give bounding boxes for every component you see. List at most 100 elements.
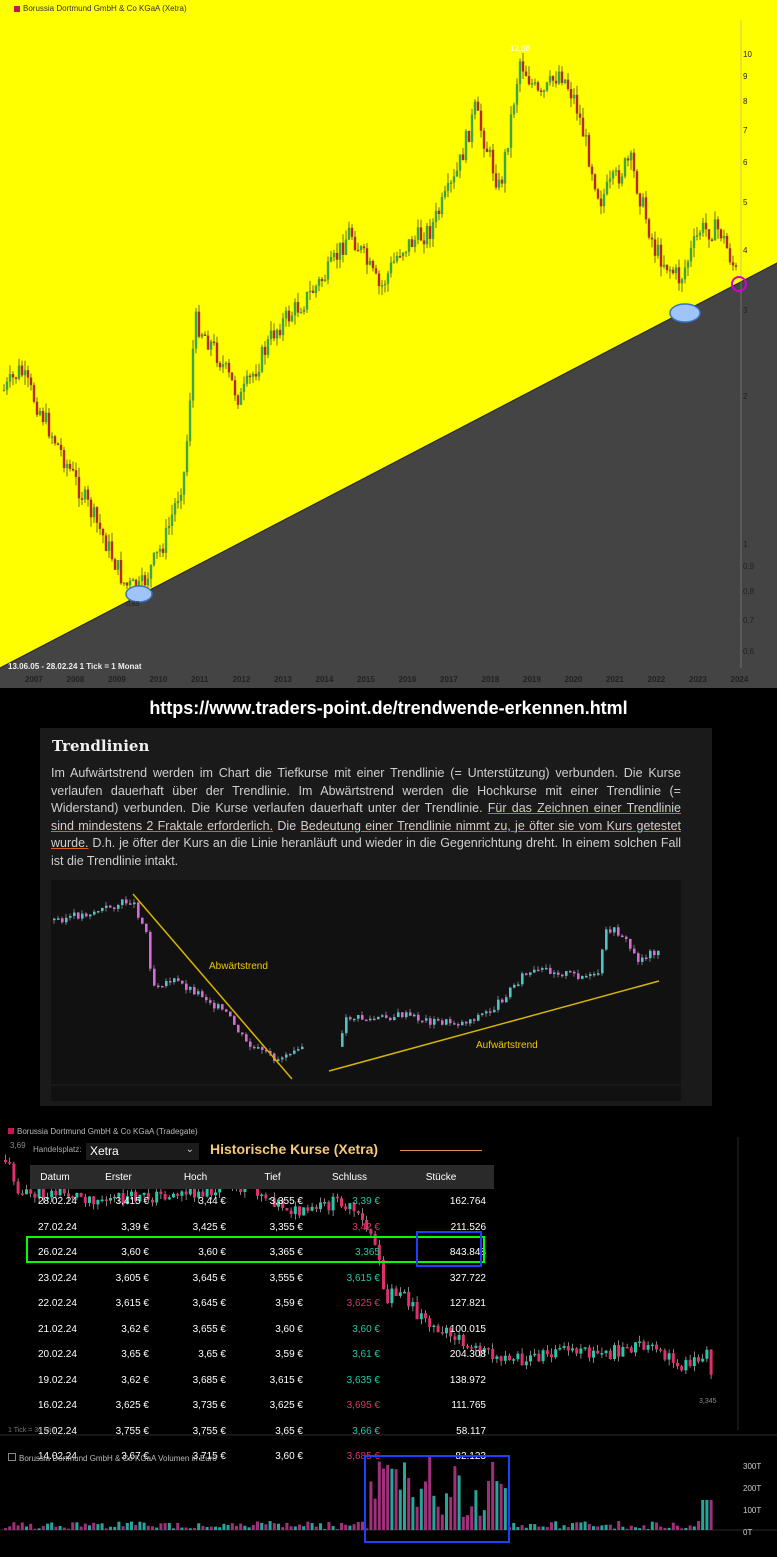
intraday-candle	[100, 1199, 104, 1202]
volume-bar	[709, 1500, 713, 1530]
candle-body	[125, 582, 129, 586]
candle-body	[230, 372, 234, 381]
table-cell: 3,61 €	[352, 1349, 380, 1361]
example-candle	[437, 1019, 440, 1021]
candle-body	[305, 291, 309, 310]
example-candle	[369, 1018, 372, 1021]
volume-bar	[667, 1527, 671, 1530]
example-candle	[657, 950, 660, 956]
intraday-candle	[277, 1199, 280, 1207]
candle-body	[548, 76, 552, 83]
example-candle	[349, 1017, 352, 1020]
volume-bar	[163, 1523, 167, 1530]
volume-bar	[193, 1528, 196, 1530]
intraday-candle	[8, 1162, 12, 1164]
column-header[interactable]: Schluss	[311, 1165, 388, 1189]
volume-bar	[306, 1521, 310, 1530]
column-header[interactable]: Tief	[234, 1165, 311, 1189]
example-candle	[189, 986, 192, 990]
candle-body	[62, 450, 66, 469]
example-candle	[453, 1023, 456, 1025]
volume-bar	[62, 1527, 66, 1530]
example-candle	[485, 1011, 488, 1014]
example-candle	[297, 1049, 300, 1051]
volume-bar	[310, 1523, 314, 1530]
intraday-candle	[663, 1350, 667, 1360]
example-candle	[193, 986, 196, 995]
intraday-candle	[415, 1302, 419, 1320]
candle-body	[239, 391, 243, 405]
intraday-candle	[348, 1203, 352, 1210]
intraday-candle	[151, 1199, 154, 1203]
table-row: 23.02.24 3,605 € 3,645 € 3,555 € 3,615 € 327.…	[30, 1266, 494, 1292]
candle-body	[206, 335, 210, 350]
intraday-canvas	[0, 1137, 777, 1531]
example-candle	[177, 978, 180, 981]
candle-body	[11, 374, 15, 378]
source-url[interactable]: https://www.traders-point.de/trendwende-…	[149, 698, 628, 718]
candle-body	[497, 179, 501, 188]
intraday-candle	[592, 1350, 595, 1358]
intraday-candle	[289, 1210, 293, 1215]
intraday-candle	[12, 1163, 16, 1182]
intraday-candle	[499, 1356, 503, 1361]
example-candle	[469, 1019, 472, 1024]
intraday-candle	[142, 1192, 146, 1195]
candle-body	[155, 551, 159, 554]
candle-body	[278, 329, 282, 336]
example-candle	[241, 1032, 244, 1035]
volume-bar	[188, 1528, 192, 1530]
candle-body	[95, 507, 99, 523]
example-candle	[505, 997, 508, 1003]
intraday-candle	[352, 1203, 356, 1212]
candle-body	[665, 264, 669, 270]
candle-body	[44, 412, 48, 423]
candle-body	[299, 312, 303, 314]
table-cell: 3,39 €	[352, 1196, 380, 1208]
candle-body	[371, 260, 375, 269]
column-header[interactable]: Stücke	[388, 1165, 494, 1189]
example-candle	[233, 1016, 236, 1025]
volume-bar	[629, 1525, 633, 1530]
volume-bar	[71, 1522, 75, 1530]
example-candle	[493, 1009, 496, 1013]
handelsplatz-select[interactable]: Xetra ⌄	[86, 1143, 199, 1160]
candle-body	[218, 362, 222, 368]
table-row: 22.02.24 3,615 € 3,645 € 3,59 € 3,625 € 127.8…	[30, 1291, 494, 1317]
candle-body	[605, 181, 609, 195]
downtrend-label: Abwärtstrend	[209, 961, 268, 972]
volume-bar	[537, 1526, 541, 1530]
candle-body	[266, 339, 270, 355]
column-header[interactable]: Erster	[80, 1165, 157, 1189]
intraday-candle	[394, 1288, 398, 1296]
candle-body	[380, 285, 384, 287]
candle-body	[521, 61, 525, 72]
candle-body	[128, 580, 132, 586]
intraday-candle	[516, 1353, 520, 1360]
volume-bar	[348, 1525, 352, 1530]
candle-body	[473, 101, 477, 115]
candle-body	[596, 189, 600, 199]
volume-bar	[495, 1481, 499, 1530]
intraday-candle	[692, 1357, 696, 1367]
candle-body	[608, 178, 612, 182]
table-body: 28.02.24 3,415 € 3,44 € 3,355 € 3,39 € 162.76…	[30, 1189, 494, 1470]
example-candle	[105, 905, 108, 908]
candle-body	[437, 210, 441, 214]
candle-body	[581, 117, 585, 137]
candle-body	[557, 71, 561, 84]
historical-prices-title: Historische Kurse (Xetra)	[210, 1141, 379, 1157]
candle-body	[5, 381, 9, 390]
candle-body	[392, 261, 396, 263]
column-header[interactable]: Datum	[30, 1165, 80, 1189]
uptrend-label: Aufwärtstrend	[476, 1040, 538, 1051]
intraday-candle	[629, 1347, 633, 1353]
column-header[interactable]: Hoch	[157, 1165, 234, 1189]
example-candle	[185, 983, 188, 990]
example-candle	[481, 1013, 484, 1015]
example-candle	[133, 902, 136, 905]
example-candle	[465, 1021, 468, 1024]
intraday-candle	[83, 1196, 87, 1203]
volume-bar	[373, 1498, 377, 1530]
volume-bar	[571, 1523, 574, 1530]
